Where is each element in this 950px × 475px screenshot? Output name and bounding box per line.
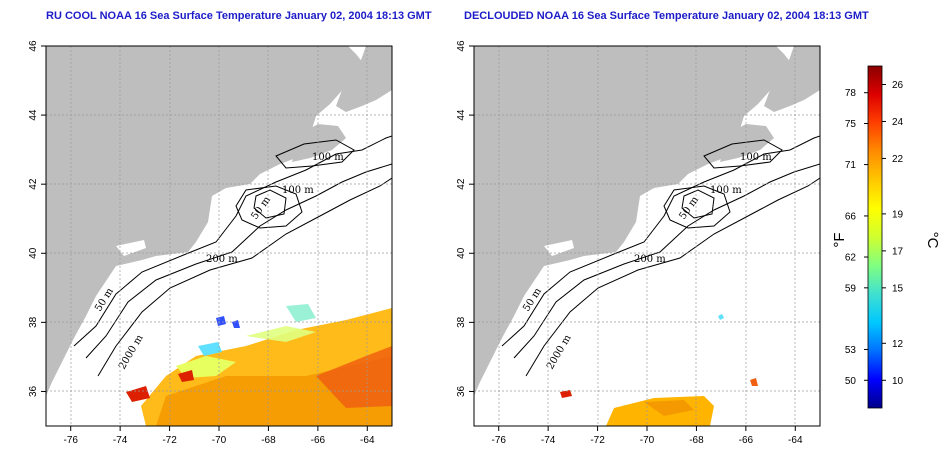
lat-tick-label: 46 (28, 40, 39, 52)
lat-tick-label: 38 (456, 316, 467, 328)
lon-tick-label: -66 (739, 435, 754, 446)
right-map-panel: 100 m 100 m 50 m 200 m 50 m 2000 m -76 -7… (456, 40, 821, 446)
left-axis-ticks: -76 -74 -72 -70 -68 -66 -64 36 38 40 42 44 46 (28, 40, 375, 446)
lat-tick-label: 38 (28, 316, 39, 328)
land-mass (474, 46, 820, 396)
lat-tick-label: 40 (456, 247, 467, 259)
lonlat-grid (46, 46, 392, 426)
left-map-panel: 100 m 100 m 50 m 200 m 50 m 2000 m -76 -7… (28, 40, 393, 446)
lon-tick-label: -76 (491, 435, 506, 446)
fahrenheit-tick-label: 59 (845, 283, 857, 294)
fahrenheit-tick-label: 53 (845, 345, 857, 356)
lon-tick-label: -64 (360, 435, 375, 446)
lat-tick-label: 36 (456, 385, 467, 397)
celsius-tick-label: 10 (892, 376, 904, 387)
fahrenheit-tick-label: 75 (845, 119, 857, 130)
lat-tick-label: 40 (28, 247, 39, 259)
lat-tick-label: 36 (28, 385, 39, 397)
lon-tick-label: -76 (63, 435, 78, 446)
land-mass (46, 46, 392, 396)
celsius-tick-label: 19 (892, 209, 904, 220)
celsius-tick-label: 15 (892, 283, 904, 294)
fahrenheit-unit-label: °F (831, 232, 848, 247)
contour-label: 200 m (634, 254, 666, 265)
fahrenheit-tick-label: 78 (845, 88, 857, 99)
lat-tick-label: 44 (456, 109, 467, 121)
lon-tick-label: -66 (311, 435, 326, 446)
fahrenheit-tick-label: 62 (845, 253, 857, 264)
lon-tick-label: -72 (590, 435, 605, 446)
left-panel-title: RU COOL NOAA 16 Sea Surface Temperature … (46, 10, 432, 22)
sst-pixels (126, 304, 392, 426)
lonlat-grid (474, 46, 820, 426)
celsius-tick-label: 22 (892, 154, 904, 165)
contour-label: 100 m (710, 185, 742, 196)
contour-label: 100 m (312, 152, 344, 163)
right-axis-ticks: -76 -74 -72 -70 -68 -66 -64 36 38 40 42 44 46 (456, 40, 803, 446)
lon-tick-label: -68 (689, 435, 704, 446)
contour-label: 200 m (206, 254, 238, 265)
colorbar-ticks: 26 24 22 19 17 15 12 10 78 75 71 66 62 59 53 50 (845, 80, 904, 387)
sst-pixels (560, 314, 758, 426)
lon-tick-label: -74 (113, 435, 128, 446)
fahrenheit-tick-label: 66 (845, 211, 857, 222)
right-panel-title: DECLOUDED NOAA 16 Sea Surface Temperatur… (464, 10, 869, 22)
lat-tick-label: 42 (456, 178, 467, 190)
fahrenheit-tick-label: 50 (845, 376, 857, 387)
celsius-unit-label: °C (924, 232, 941, 249)
lon-tick-label: -70 (212, 435, 227, 446)
lat-tick-label: 44 (28, 109, 39, 121)
celsius-tick-label: 26 (892, 80, 904, 91)
celsius-tick-label: 17 (892, 246, 904, 257)
temperature-colorbar: 26 24 22 19 17 15 12 10 78 75 71 66 62 59 53 50 °F °C (831, 65, 941, 409)
lon-tick-label: -72 (162, 435, 177, 446)
fahrenheit-tick-label: 71 (845, 160, 857, 171)
celsius-tick-label: 12 (892, 339, 904, 350)
lat-tick-label: 46 (456, 40, 467, 52)
contour-label: 100 m (282, 185, 314, 196)
celsius-tick-label: 24 (892, 117, 904, 128)
lon-tick-label: -70 (640, 435, 655, 446)
lon-tick-label: -74 (541, 435, 556, 446)
colorbar-scale (867, 65, 883, 409)
lon-tick-label: -68 (261, 435, 276, 446)
contour-label: 100 m (740, 152, 772, 163)
lon-tick-label: -64 (788, 435, 803, 446)
lat-tick-label: 42 (28, 178, 39, 190)
